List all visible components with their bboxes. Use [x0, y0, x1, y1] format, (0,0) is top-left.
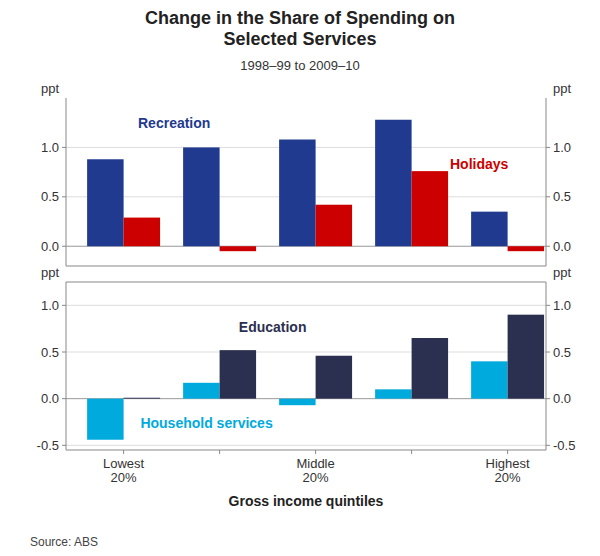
- bar: [412, 338, 448, 399]
- bar: [316, 356, 352, 399]
- bar: [375, 389, 411, 398]
- y-tick: [62, 246, 66, 247]
- bars: [87, 120, 544, 251]
- x-tick-label: Middle20%: [296, 456, 334, 485]
- series-label: Education: [239, 319, 307, 335]
- bar: [508, 315, 544, 399]
- chart-root: Change in the Share of Spending onSelect…: [0, 0, 600, 556]
- y-tick: [62, 398, 66, 399]
- bar: [124, 397, 160, 399]
- bars: [87, 315, 544, 440]
- title: Change in the Share of Spending onSelect…: [145, 8, 455, 49]
- bar: [220, 246, 256, 251]
- y-tick: [62, 196, 66, 197]
- panel: Change in the Share of Spending onSelect…: [41, 8, 572, 266]
- bar: [124, 218, 160, 247]
- bar: [183, 383, 219, 399]
- x-axis-label: Gross income quintiles: [229, 493, 384, 509]
- y2-tick-label: -0.5: [553, 438, 575, 453]
- y-tick: [62, 445, 66, 446]
- y2-tick-label: 0.0: [553, 239, 571, 254]
- y-tick-label: 0.5: [41, 345, 59, 360]
- bar: [183, 147, 219, 246]
- y2-tick-label: 1.0: [553, 140, 571, 155]
- text-line: 20%: [111, 470, 137, 485]
- text-line: Lowest: [103, 456, 145, 471]
- y-axis-label: ppt: [41, 81, 59, 96]
- y2-axis-label: ppt: [553, 265, 571, 280]
- x-axis-line: [66, 450, 546, 451]
- y-tick-label: 1.0: [41, 140, 59, 155]
- x-tick: [219, 450, 220, 454]
- text-line: 20%: [303, 470, 329, 485]
- y2-axis-line: [546, 282, 547, 450]
- y-axis-label: ppt: [41, 265, 59, 280]
- y-tick: [62, 305, 66, 306]
- grid-line: [66, 305, 546, 306]
- y-axis-line: [66, 98, 67, 266]
- series-label: Holidays: [450, 156, 509, 172]
- y-axis-line: [66, 282, 67, 450]
- bar: [471, 361, 507, 398]
- y2-tick-label: 0.5: [553, 189, 571, 204]
- bar: [316, 205, 352, 247]
- grid-line: [66, 445, 546, 446]
- panel: -0.50.00.51.0-0.50.00.51.0pptpptLowest20…: [30, 265, 575, 549]
- bar: [220, 350, 256, 399]
- bar: [412, 171, 448, 246]
- y-tick-label: -0.5: [37, 438, 59, 453]
- y2-tick: [546, 305, 550, 306]
- y2-tick: [546, 352, 550, 353]
- bar: [471, 212, 507, 247]
- text-line: Middle: [296, 456, 334, 471]
- x-tick: [123, 450, 124, 454]
- frame-top: [66, 282, 546, 283]
- text-line: Highest: [486, 456, 530, 471]
- y2-tick: [546, 196, 550, 197]
- x-tick-label: Lowest20%: [103, 456, 145, 485]
- y2-tick-label: 0.0: [553, 391, 571, 406]
- bar: [279, 140, 315, 247]
- y-tick: [62, 147, 66, 148]
- x-tick-label: Highest20%: [486, 456, 530, 485]
- y-tick-label: 0.5: [41, 189, 59, 204]
- x-tick: [411, 450, 412, 454]
- y2-axis-label: ppt: [553, 81, 571, 96]
- source: Source: ABS: [30, 535, 98, 549]
- y-tick-label: 0.0: [41, 391, 59, 406]
- text-line: 20%: [495, 470, 521, 485]
- y2-tick: [546, 147, 550, 148]
- bar: [87, 159, 123, 246]
- grid-line: [66, 352, 546, 353]
- y2-tick: [546, 246, 550, 247]
- x-tick: [315, 450, 316, 454]
- series-label: Recreation: [138, 115, 210, 131]
- x-tick: [507, 450, 508, 454]
- y-tick-label: 0.0: [41, 239, 59, 254]
- y-tick: [62, 352, 66, 353]
- y2-tick-label: 1.0: [553, 298, 571, 313]
- y-tick-label: 1.0: [41, 298, 59, 313]
- series-label: Household services: [140, 415, 272, 431]
- bar: [87, 399, 123, 440]
- y2-tick: [546, 445, 550, 446]
- text-line: Selected Services: [223, 29, 376, 49]
- bar: [375, 120, 411, 246]
- y2-axis-line: [546, 98, 547, 266]
- subtitle: 1998–99 to 2009–10: [240, 58, 359, 73]
- bar: [508, 246, 544, 251]
- bar: [279, 399, 315, 406]
- x-axis-line: [66, 266, 546, 267]
- y2-tick-label: 0.5: [553, 345, 571, 360]
- text-line: Change in the Share of Spending on: [145, 8, 455, 28]
- y2-tick: [546, 398, 550, 399]
